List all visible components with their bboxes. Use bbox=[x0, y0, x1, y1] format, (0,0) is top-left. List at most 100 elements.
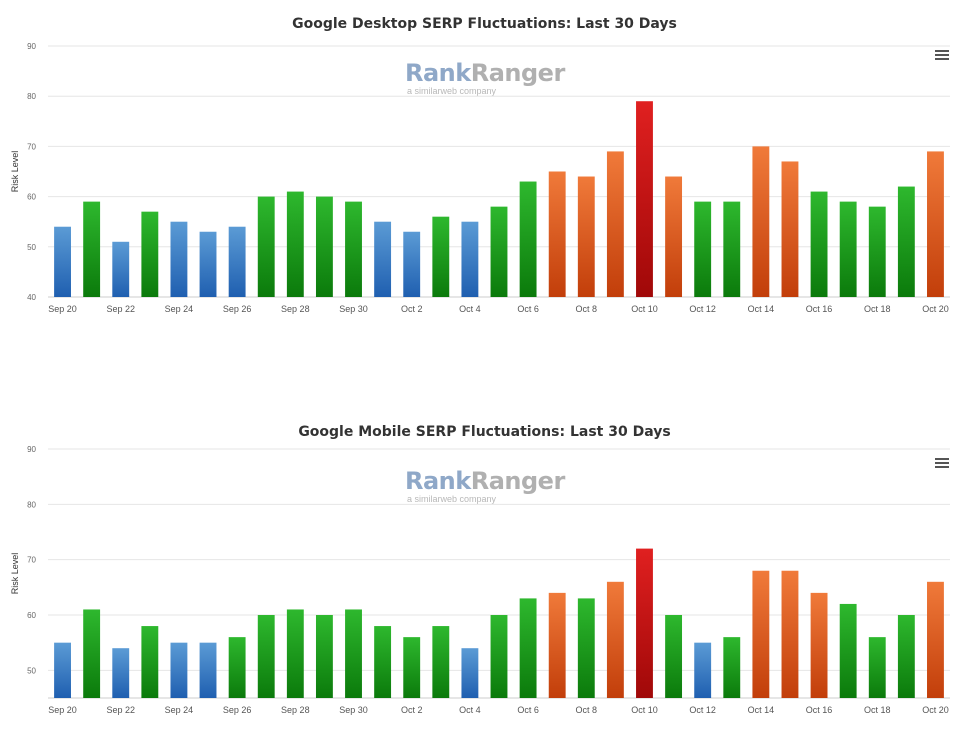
bar-sep-24[interactable] bbox=[170, 642, 188, 698]
bar-oct-11[interactable] bbox=[665, 176, 683, 297]
bar-oct-14[interactable] bbox=[752, 146, 770, 297]
bar-oct-20[interactable] bbox=[927, 151, 944, 297]
x-tick-label: Oct 20 bbox=[922, 304, 949, 314]
bar-oct-19[interactable] bbox=[897, 186, 915, 297]
bar-oct-7[interactable] bbox=[548, 592, 566, 698]
y-tick-label: 80 bbox=[27, 92, 36, 101]
bar-oct-16[interactable] bbox=[810, 592, 828, 698]
bar-oct-20[interactable] bbox=[927, 581, 944, 698]
bar-sep-27[interactable] bbox=[257, 196, 275, 297]
bar-sep-29[interactable] bbox=[315, 615, 333, 698]
brand-name-part1: Rank bbox=[405, 59, 471, 87]
bar-sep-25[interactable] bbox=[199, 231, 217, 297]
x-tick-label: Sep 26 bbox=[223, 304, 252, 314]
bar-oct-15[interactable] bbox=[781, 570, 799, 698]
bar-oct-4[interactable] bbox=[461, 648, 479, 698]
x-tick-label: Sep 30 bbox=[339, 705, 368, 715]
bar-oct-12[interactable] bbox=[694, 201, 712, 297]
bar-oct-8[interactable] bbox=[577, 598, 595, 698]
x-tick-label: Oct 12 bbox=[689, 304, 716, 314]
bar-oct-14[interactable] bbox=[752, 570, 770, 698]
desktop-chart: Google Desktop SERP Fluctuations: Last 3… bbox=[0, 0, 969, 340]
y-tick-label: 60 bbox=[27, 193, 36, 202]
x-tick-label: Sep 28 bbox=[281, 304, 310, 314]
x-tick-label: Oct 6 bbox=[517, 304, 539, 314]
chart-menu-icon[interactable] bbox=[935, 458, 949, 470]
bar-sep-21[interactable] bbox=[83, 201, 101, 297]
bar-sep-22[interactable] bbox=[112, 648, 130, 698]
bar-oct-5[interactable] bbox=[490, 206, 508, 297]
x-tick-label: Oct 16 bbox=[806, 304, 833, 314]
y-axis-label: Risk Level bbox=[10, 151, 20, 193]
bar-oct-5[interactable] bbox=[490, 615, 508, 698]
bar-sep-25[interactable] bbox=[199, 642, 217, 698]
bar-oct-17[interactable] bbox=[839, 603, 857, 698]
chart-title: Google Desktop SERP Fluctuations: Last 3… bbox=[292, 16, 677, 32]
y-axis-label: Risk Level bbox=[10, 553, 20, 595]
bar-oct-9[interactable] bbox=[606, 581, 624, 698]
x-tick-label: Sep 20 bbox=[48, 304, 77, 314]
bar-oct-19[interactable] bbox=[897, 615, 915, 698]
bar-oct-18[interactable] bbox=[868, 206, 886, 297]
y-tick-label: 80 bbox=[27, 500, 36, 509]
bar-oct-8[interactable] bbox=[577, 176, 595, 297]
x-tick-label: Oct 12 bbox=[689, 705, 716, 715]
bar-sep-23[interactable] bbox=[141, 211, 159, 297]
bar-oct-16[interactable] bbox=[810, 191, 828, 297]
bar-sep-28[interactable] bbox=[286, 609, 304, 698]
bar-sep-27[interactable] bbox=[257, 615, 275, 698]
bar-sep-28[interactable] bbox=[286, 191, 304, 297]
y-tick-label: 90 bbox=[27, 445, 36, 454]
bar-oct-4[interactable] bbox=[461, 221, 479, 297]
bar-oct-9[interactable] bbox=[606, 151, 624, 297]
bar-oct-6[interactable] bbox=[519, 598, 537, 698]
bar-oct-2[interactable] bbox=[403, 231, 421, 297]
bar-oct-15[interactable] bbox=[781, 161, 799, 297]
y-tick-label: 70 bbox=[27, 556, 36, 565]
y-tick-label: 90 bbox=[27, 42, 36, 51]
chart-title: Google Mobile SERP Fluctuations: Last 30… bbox=[298, 424, 671, 440]
bar-oct-10[interactable] bbox=[636, 101, 653, 297]
x-tick-label: Oct 8 bbox=[576, 705, 598, 715]
bar-sep-20[interactable] bbox=[54, 642, 71, 698]
bar-oct-17[interactable] bbox=[839, 201, 857, 297]
bar-oct-7[interactable] bbox=[548, 171, 566, 298]
bar-sep-29[interactable] bbox=[315, 196, 333, 297]
x-tick-label: Oct 2 bbox=[401, 304, 423, 314]
x-tick-label: Oct 14 bbox=[748, 304, 775, 314]
bar-oct-3[interactable] bbox=[432, 216, 450, 297]
brand-tagline: a similarweb company bbox=[407, 86, 497, 96]
bar-oct-12[interactable] bbox=[694, 642, 712, 698]
bar-oct-18[interactable] bbox=[868, 637, 886, 698]
bar-sep-30[interactable] bbox=[345, 201, 362, 297]
x-tick-label: Sep 24 bbox=[165, 705, 194, 715]
bar-oct-13[interactable] bbox=[723, 201, 741, 297]
bar-oct-10[interactable] bbox=[636, 548, 653, 698]
bar-sep-30[interactable] bbox=[345, 609, 362, 698]
x-tick-label: Oct 10 bbox=[631, 705, 658, 715]
bar-sep-24[interactable] bbox=[170, 221, 188, 297]
bar-sep-22[interactable] bbox=[112, 241, 130, 297]
bar-sep-23[interactable] bbox=[141, 626, 159, 698]
bar-sep-20[interactable] bbox=[54, 226, 71, 297]
bar-sep-21[interactable] bbox=[83, 609, 101, 698]
bar-sep-26[interactable] bbox=[228, 637, 246, 698]
x-tick-label: Oct 4 bbox=[459, 705, 481, 715]
bar-oct-1[interactable] bbox=[374, 626, 392, 698]
bar-oct-3[interactable] bbox=[432, 626, 450, 698]
bar-oct-11[interactable] bbox=[665, 615, 683, 698]
bar-sep-26[interactable] bbox=[228, 226, 246, 297]
x-tick-label: Sep 30 bbox=[339, 304, 368, 314]
brand-watermark: RankRanger a similarweb company bbox=[405, 468, 565, 504]
chart-menu-icon[interactable] bbox=[935, 50, 949, 62]
brand-name-part2: Ranger bbox=[470, 467, 566, 495]
bar-oct-6[interactable] bbox=[519, 181, 537, 297]
x-tick-label: Oct 14 bbox=[748, 705, 775, 715]
y-tick-label: 70 bbox=[27, 142, 36, 151]
x-tick-label: Oct 6 bbox=[517, 705, 539, 715]
x-tick-label: Oct 16 bbox=[806, 705, 833, 715]
bar-oct-13[interactable] bbox=[723, 637, 741, 698]
bar-oct-2[interactable] bbox=[403, 637, 421, 698]
x-tick-label: Oct 18 bbox=[864, 705, 891, 715]
bar-oct-1[interactable] bbox=[374, 221, 392, 297]
